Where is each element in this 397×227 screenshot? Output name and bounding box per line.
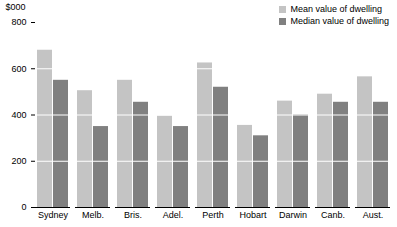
svg-text:400: 400 — [11, 110, 26, 120]
svg-text:200: 200 — [11, 156, 26, 166]
svg-text:Hobart: Hobart — [239, 210, 267, 220]
svg-text:800: 800 — [11, 17, 26, 27]
svg-text:Bris.: Bris. — [124, 210, 142, 220]
html-text:Mean value of dwelling: Mean value of dwelling — [290, 4, 382, 14]
svg-text:Melb.: Melb. — [82, 210, 104, 220]
svg-text:600: 600 — [11, 64, 26, 74]
svg-text:Sydney: Sydney — [38, 210, 69, 220]
svg-text:Canb.: Canb. — [321, 210, 345, 220]
svg-text:Aust.: Aust. — [363, 210, 384, 220]
svg-text:Darwin: Darwin — [279, 210, 307, 220]
svg-text:0: 0 — [21, 202, 26, 212]
svg-text:Adel.: Adel. — [163, 210, 184, 220]
svg-text:$000: $000 — [6, 2, 26, 12]
html-text:Median value of dwelling: Median value of dwelling — [290, 16, 389, 26]
svg-text:Perth: Perth — [202, 210, 224, 220]
